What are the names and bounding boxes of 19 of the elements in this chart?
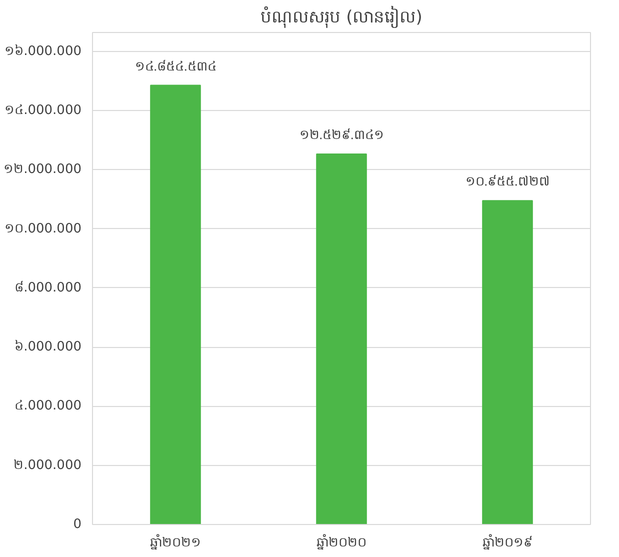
bar <box>150 84 201 524</box>
y-tick-label: ៦.000.000 <box>14 340 82 355</box>
data-label: ១៤.៨៥៤.៥៣៤ <box>134 58 216 74</box>
y-tick-label: ៨.000.000 <box>14 280 82 296</box>
data-label: ១០.៩៥៥.៧២៧ <box>465 174 550 189</box>
chart-title: បំណុលសរុប (លានរៀល) <box>260 6 422 28</box>
y-tick-label: ១៦.000.000 <box>4 44 82 59</box>
y-tick-label: ២.000.000 <box>14 458 82 473</box>
x-tick-label: ឆ្នាំ២០២០ <box>316 534 366 550</box>
y-tick-label: ១០.000.000 <box>4 221 82 236</box>
bar <box>316 154 367 524</box>
x-tick-label: ឆ្នាំ២០១៩ <box>482 534 532 550</box>
y-tick-label: ១២.000.000 <box>4 162 82 178</box>
y-tick-label: ៤.000.000 <box>14 398 82 414</box>
bar <box>482 200 533 524</box>
x-tick-label: ឆ្នាំ២០២១ <box>150 534 201 550</box>
y-tick-label: ១៤.000.000 <box>4 103 82 118</box>
y-tick-label: 0 <box>73 517 82 532</box>
data-label: ១២.៥២៩.៣៤១ <box>299 127 384 142</box>
